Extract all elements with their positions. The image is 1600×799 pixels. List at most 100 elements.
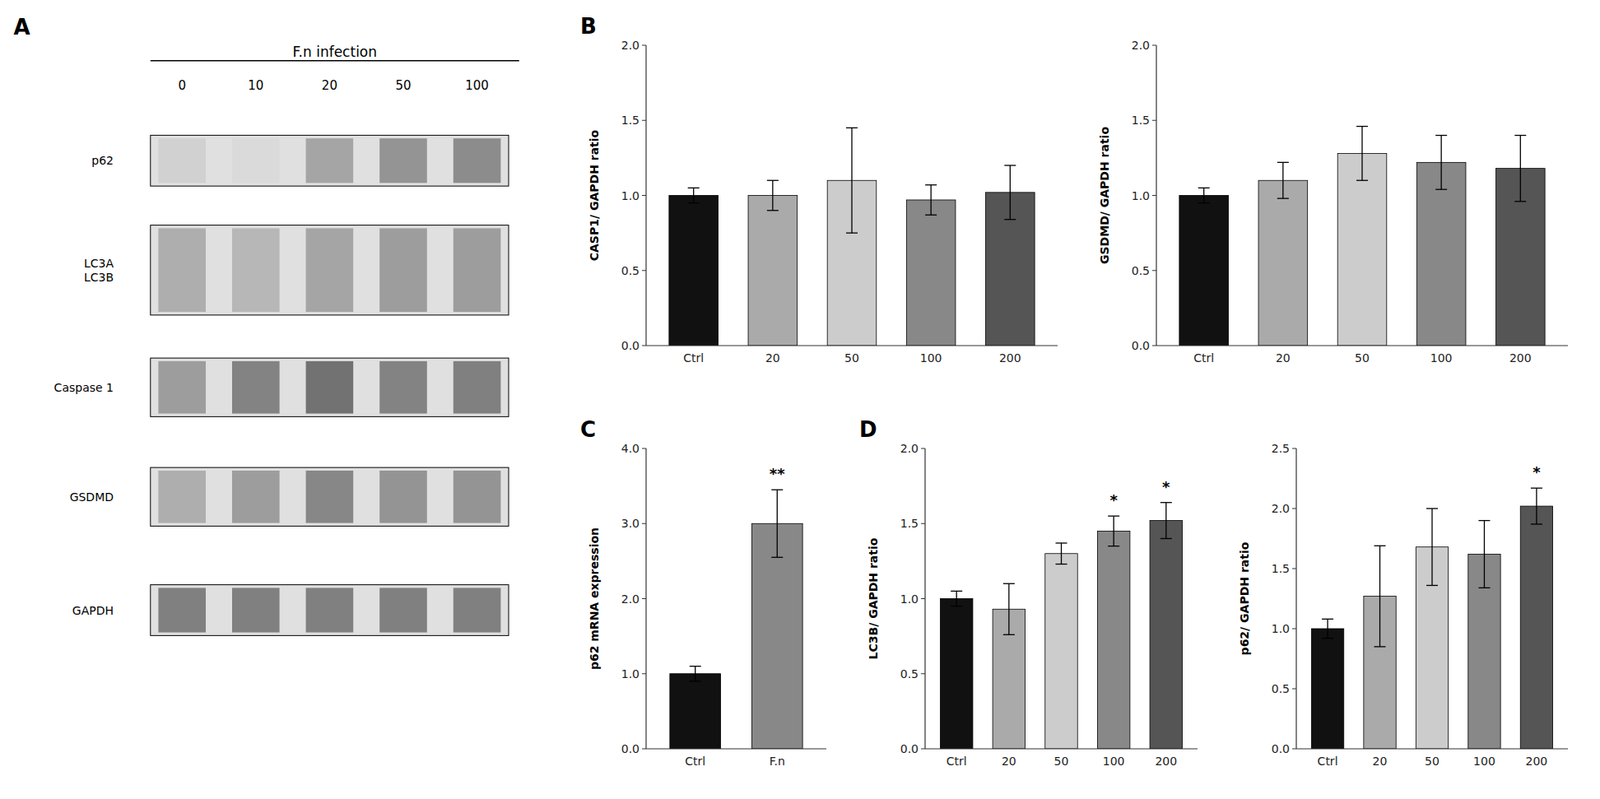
error-line <box>772 180 773 211</box>
error-bar <box>1003 583 1015 635</box>
blot-band <box>453 361 502 414</box>
lane-label: 10 <box>247 78 264 94</box>
error-cap <box>1107 545 1120 547</box>
error-line <box>1441 135 1442 191</box>
x-tick-label: Ctrl <box>1317 754 1339 768</box>
y-tick <box>1292 568 1297 570</box>
panel-letter: B <box>580 13 597 39</box>
y-tick <box>641 269 647 271</box>
significance: * <box>1532 463 1541 481</box>
y-tick-label: 4.0 <box>621 441 640 456</box>
error-bar <box>1374 545 1387 647</box>
error-line <box>776 489 778 558</box>
error-cap <box>688 202 700 204</box>
y-tick <box>1292 508 1297 510</box>
panel-letter: A <box>13 14 30 40</box>
bar <box>669 674 721 749</box>
x-tick-label: F.n <box>769 754 786 768</box>
bar-panel: **0.00.51.01.52.0Ctrl2050100200LC3B/ GAP… <box>859 417 1198 768</box>
blot-band <box>158 361 206 414</box>
bar <box>748 195 798 347</box>
y-tick <box>641 45 647 47</box>
x-tick-label: 20 <box>1275 351 1291 365</box>
figure: AF.n infection0102050100p62LC3ALC3BCaspa… <box>0 0 1600 799</box>
x-tick-label: 100 <box>1430 351 1453 365</box>
x-axis-line <box>925 748 1198 749</box>
error-cap <box>767 209 779 211</box>
y-tick-label: 1.0 <box>900 592 919 606</box>
bar <box>1311 628 1344 749</box>
x-tick-label: 200 <box>999 351 1022 365</box>
y-tick-label: 3.0 <box>621 516 640 531</box>
error-cap <box>1321 637 1334 639</box>
error-bar <box>1356 126 1368 182</box>
blot-band <box>232 470 280 524</box>
bar <box>906 200 956 346</box>
error-line <box>851 127 852 233</box>
error-bar <box>1530 488 1543 525</box>
blot-band <box>158 470 206 524</box>
marks <box>939 502 1182 749</box>
error-cap <box>1426 507 1438 509</box>
marks <box>669 489 803 749</box>
blot-band <box>158 227 206 312</box>
error-bar <box>1514 135 1526 202</box>
y-tick <box>641 748 647 750</box>
y-tick <box>1292 628 1297 630</box>
lane-label: 0 <box>177 78 187 94</box>
blot-band <box>306 227 354 312</box>
error-line <box>1431 508 1433 586</box>
y-tick <box>641 673 647 675</box>
blot-band <box>379 361 428 414</box>
y-tick <box>1152 345 1157 347</box>
x-tick-label: 100 <box>1102 754 1126 768</box>
bar <box>669 195 719 347</box>
bar <box>1149 520 1182 749</box>
blot-band <box>453 587 502 633</box>
y-tick-label: 1.5 <box>1131 113 1150 127</box>
blot-band <box>379 587 428 633</box>
error-cap <box>1055 542 1068 544</box>
y-tick <box>1292 688 1297 690</box>
x-tick-label: 200 <box>1525 754 1549 768</box>
y-tick-label: 2.5 <box>1271 441 1290 456</box>
y-axis-label: CASP1/ GAPDH ratio <box>587 129 601 261</box>
error-cap <box>1277 197 1289 199</box>
y-tick <box>641 345 647 347</box>
error-line <box>1113 516 1115 547</box>
error-cap <box>1514 200 1526 202</box>
header-line <box>150 60 520 62</box>
y-tick-label: 1.5 <box>1271 562 1290 576</box>
error-cap <box>1160 538 1173 540</box>
bar <box>1179 195 1229 347</box>
y-tick <box>1152 195 1157 196</box>
y-tick <box>920 673 926 675</box>
error-cap <box>771 557 783 559</box>
error-cap <box>1198 202 1210 204</box>
error-bar <box>925 185 937 216</box>
x-axis-line <box>646 344 1058 346</box>
y-tick <box>641 598 647 600</box>
error-cap <box>688 187 700 189</box>
bar-panel: 0.00.51.01.52.0Ctrl2050100200CASP1/ GAPD… <box>580 13 1058 365</box>
bar <box>1045 553 1078 749</box>
blot-band <box>232 361 280 414</box>
error-cap <box>1321 618 1334 620</box>
x-tick-label: 20 <box>765 351 781 365</box>
error-line <box>1361 126 1363 182</box>
blot-band <box>232 227 280 312</box>
error-bar <box>1004 165 1016 220</box>
blot-band <box>453 138 502 183</box>
y-tick <box>1292 748 1297 750</box>
marks <box>1311 488 1553 749</box>
error-line <box>1008 583 1010 635</box>
error-bar <box>771 489 783 558</box>
blot-row-box <box>150 225 509 316</box>
bar-panel: 0.00.51.01.52.0Ctrl2050100200GSDMD/ GAPD… <box>1097 38 1568 365</box>
error-cap <box>1478 587 1490 589</box>
x-tick-label: 50 <box>1354 351 1370 365</box>
y-tick-label: 1.5 <box>900 516 919 531</box>
error-line <box>694 666 696 682</box>
error-cap <box>1198 187 1210 189</box>
error-cap <box>925 214 937 216</box>
